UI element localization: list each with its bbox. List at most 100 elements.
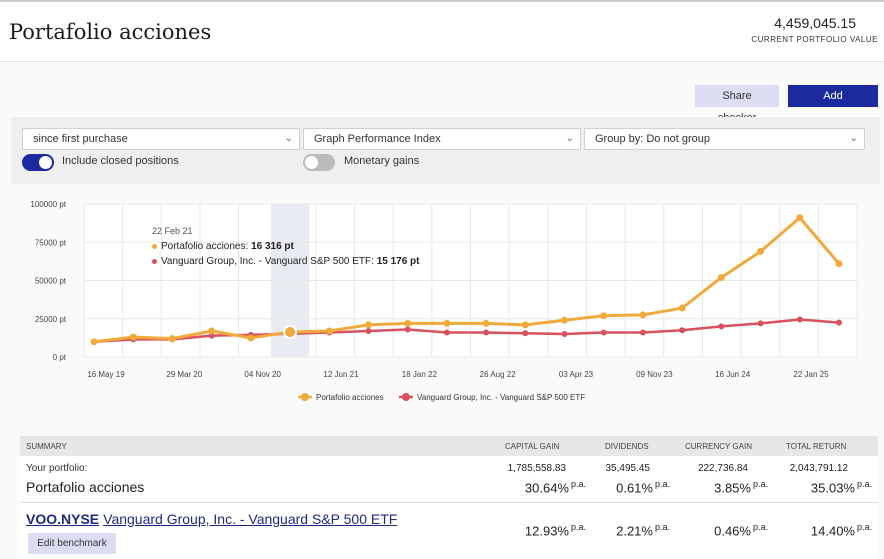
portfolio-point [364,321,372,329]
graph-type-select[interactable]: Graph Performance Index ⌄ [303,128,581,150]
tooltip-benchmark-name: Vanguard Group, Inc. - Vanguard S&P 500 … [161,256,374,267]
toggle-knob [305,156,318,169]
currency-gain-header: CURRENCY GAIN [685,442,752,451]
tooltip-portfolio-row: Portafolio acciones: 16 316 pt [152,239,420,254]
portfolio-point [325,327,333,335]
currency-gain-pct: 3.85% p.a. [714,479,768,496]
portfolio-point [168,335,176,343]
dividends-pct: 0.61% p.a. [616,479,670,496]
benchmark-link[interactable]: VOO.NYSE Vanguard Group, Inc. - Vanguard … [26,511,397,527]
benchmark-point [483,329,490,336]
portfolio-value: 4,459,045.15 [774,15,856,31]
benchmark-point [757,320,764,327]
group-by-select[interactable]: Group by: Do not group ⌄ [584,128,865,150]
portfolio-point [482,319,490,327]
portfolio-point [717,273,725,281]
benchmark-point [796,316,803,323]
portfolio-point [208,327,216,335]
y-tick-label: 100000 pt [30,200,66,209]
summary-header: SUMMARY CAPITAL GAIN DIVIDENDS CURRENCY … [20,436,878,456]
portfolio-point [678,304,686,312]
benchmark-capital-gain-pct: 12.93% p.a. [524,522,586,539]
chevron-down-icon: ⌄ [284,133,293,144]
benchmark-point [443,329,450,336]
highlighted-point [283,325,298,340]
x-tick-label: 26 Aug 22 [480,370,517,379]
portfolio-name: Portafolio acciones [26,479,145,495]
benchmark-point [522,330,529,337]
period-select-value: since first purchase [33,133,128,145]
include-closed-label: Include closed positions [62,155,179,167]
summary-table: SUMMARY CAPITAL GAIN DIVIDENDS CURRENCY … [20,436,878,559]
x-tick-label: 16 May 19 [87,370,125,379]
include-closed-toggle[interactable] [22,154,54,171]
tooltip-benchmark-value: 15 176 pt [376,256,420,267]
add-investment-button[interactable]: Add investment [788,85,878,124]
y-tick-label: 25000 pt [35,315,67,324]
x-tick-label: 22 Jan 25 [793,370,829,379]
y-tick-label: 50000 pt [35,277,67,286]
chevron-down-icon: ⌄ [849,133,858,144]
benchmark-point [639,329,646,336]
benchmark-total-return-pct: 14.40% p.a. [810,522,872,539]
performance-chart[interactable]: 0 pt 25000 pt 50000 pt 75000 pt 100000 pt 16 … [11,190,880,418]
benchmark-dot-icon [152,258,157,264]
legend-marker [301,393,309,401]
tooltip-portfolio-name: Portafolio acciones: [161,241,249,252]
tooltip-date: 22 Feb 21 [152,226,193,236]
benchmark-point [836,319,842,326]
page-header: Portafolio acciones 4,459,045.15 CURRENT… [0,2,884,62]
x-tick-label: 16 Jun 24 [715,370,751,379]
x-tick-label: 12 Jun 21 [323,370,359,379]
capital-gain-pct: 30.64% p.a. [524,479,586,496]
capital-gain-header: CAPITAL GAIN [505,442,560,451]
legend-marker [402,393,410,401]
benchmark-dividends-pct: 2.21% p.a. [616,522,670,539]
benchmark-line [93,318,840,343]
benchmark-point [718,323,725,330]
toggle-knob [39,156,52,169]
portfolio-point [129,333,137,341]
portfolio-point [443,319,451,327]
share-checker-button[interactable]: Share checker [695,85,779,124]
benchmark-point [404,326,411,333]
dividends-abs: 35,495.45 [605,463,651,474]
total-return-pct: 35.03% p.a. [810,479,872,496]
benchmark-point [679,327,686,334]
dividends-header: DIVIDENDS [605,442,649,451]
portfolio-point [757,247,765,255]
portfolio-line [93,216,841,344]
portfolio-value-label: CURRENT PORTFOLIO VALUE [751,35,878,44]
portfolio-point [247,334,255,342]
benchmark-name[interactable]: Vanguard Group, Inc. - Vanguard S&P 500 … [103,511,398,527]
portfolio-point [639,311,647,319]
edit-benchmark-button[interactable]: Edit benchmark [28,533,116,554]
total-return-abs: 2,043,791.12 [789,463,848,474]
benchmark-currency-gain-pct: 0.46% p.a. [714,522,768,539]
x-tick-label: 03 Apr 23 [559,370,594,379]
total-return-header: TOTAL RETURN [786,442,847,451]
benchmark-point [561,331,568,338]
chevron-down-icon: ⌄ [565,133,574,144]
portfolio-point [796,214,804,222]
graph-type-select-value: Graph Performance Index [314,133,441,145]
tooltip-benchmark-row: Vanguard Group, Inc. - Vanguard S&P 500 … [152,254,420,269]
legend-label: Portafolio acciones [316,393,384,402]
benchmark-ticker[interactable]: VOO.NYSE [26,511,100,527]
group-by-select-value: Group by: Do not group [595,133,710,145]
summary-header-label: SUMMARY [26,442,67,451]
portfolio-point [404,319,412,327]
monetary-gains-toggle[interactable] [303,154,335,171]
portfolio-point [521,321,529,329]
top-bar [0,0,884,2]
portfolio-point [835,260,843,268]
benchmark-point [365,327,372,334]
capital-gain-abs: 1,785,558.83 [507,463,566,474]
x-tick-label: 04 Nov 20 [244,370,281,379]
period-select[interactable]: since first purchase ⌄ [22,128,300,150]
y-tick-label: 0 pt [53,353,67,362]
x-tick-label: 18 Jan 22 [402,370,438,379]
benchmark-point [600,329,607,336]
currency-gain-abs: 222,736.84 [697,463,748,474]
portfolio-point [600,312,608,320]
